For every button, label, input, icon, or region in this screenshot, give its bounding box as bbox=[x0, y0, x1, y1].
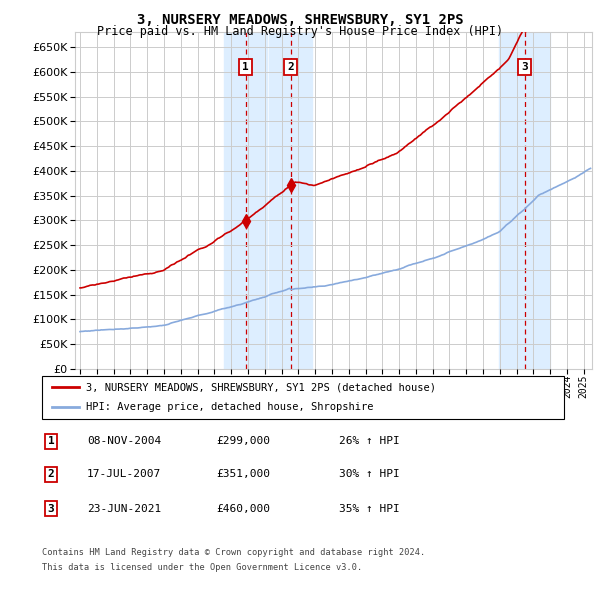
Text: 1: 1 bbox=[47, 437, 55, 446]
Text: 3: 3 bbox=[47, 504, 55, 513]
Text: 35% ↑ HPI: 35% ↑ HPI bbox=[339, 504, 400, 513]
Text: HPI: Average price, detached house, Shropshire: HPI: Average price, detached house, Shro… bbox=[86, 402, 374, 412]
Text: Price paid vs. HM Land Registry's House Price Index (HPI): Price paid vs. HM Land Registry's House … bbox=[97, 25, 503, 38]
Text: 3, NURSERY MEADOWS, SHREWSBURY, SY1 2PS: 3, NURSERY MEADOWS, SHREWSBURY, SY1 2PS bbox=[137, 13, 463, 27]
Bar bbox=[499, 32, 550, 369]
Text: 26% ↑ HPI: 26% ↑ HPI bbox=[339, 437, 400, 446]
Text: 30% ↑ HPI: 30% ↑ HPI bbox=[339, 470, 400, 479]
Bar bbox=[269, 32, 313, 369]
Text: This data is licensed under the Open Government Licence v3.0.: This data is licensed under the Open Gov… bbox=[42, 563, 362, 572]
Text: £351,000: £351,000 bbox=[216, 470, 270, 479]
Text: Contains HM Land Registry data © Crown copyright and database right 2024.: Contains HM Land Registry data © Crown c… bbox=[42, 548, 425, 557]
Text: 2: 2 bbox=[47, 470, 55, 479]
Text: 1: 1 bbox=[242, 62, 249, 72]
Text: 17-JUL-2007: 17-JUL-2007 bbox=[87, 470, 161, 479]
Text: 08-NOV-2004: 08-NOV-2004 bbox=[87, 437, 161, 446]
Text: 3, NURSERY MEADOWS, SHREWSBURY, SY1 2PS (detached house): 3, NURSERY MEADOWS, SHREWSBURY, SY1 2PS … bbox=[86, 382, 436, 392]
Text: 2: 2 bbox=[287, 62, 294, 72]
Text: 3: 3 bbox=[521, 62, 528, 72]
Text: 23-JUN-2021: 23-JUN-2021 bbox=[87, 504, 161, 513]
Bar bbox=[224, 32, 268, 369]
Text: £460,000: £460,000 bbox=[216, 504, 270, 513]
Text: £299,000: £299,000 bbox=[216, 437, 270, 446]
